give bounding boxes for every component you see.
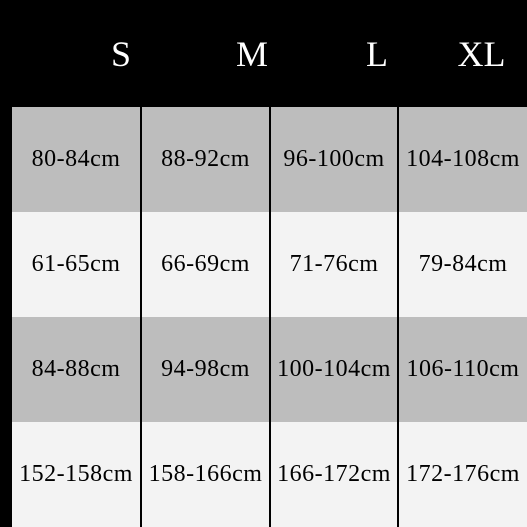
table-row: 80-84cm 88-92cm 96-100cm 104-108cm [0,107,527,212]
table-row: 61-65cm 66-69cm 71-76cm 79-84cm [0,212,527,317]
table-cell: 104-108cm [399,107,527,212]
table-cell: 61-65cm [12,212,142,317]
table-cell: 94-98cm [142,317,271,422]
col-header-s: S [56,33,186,75]
table-cell: 79-84cm [399,212,527,317]
table-cell: 96-100cm [271,107,399,212]
table-cell: 166-172cm [271,422,399,527]
size-table: S M L XL 80-84cm 88-92cm 96-100cm 104-10… [0,0,527,527]
table-cell: 88-92cm [142,107,271,212]
table-cell: 80-84cm [12,107,142,212]
table-cell: 84-88cm [12,317,142,422]
col-header-m: M [186,33,318,75]
row-stub [0,317,12,422]
table-cell: 106-110cm [399,317,527,422]
col-header-xl: XL [436,33,527,75]
table-cell: 66-69cm [142,212,271,317]
col-header-l: L [318,33,436,75]
row-stub [0,107,12,212]
row-stub [0,212,12,317]
table-row: 152-158cm 158-166cm 166-172cm 172-176cm [0,422,527,527]
table-cell: 158-166cm [142,422,271,527]
table-cell: 152-158cm [12,422,142,527]
table-cell: 172-176cm [399,422,527,527]
table-header-row: S M L XL [0,0,527,107]
table-cell: 71-76cm [271,212,399,317]
row-stub [0,422,12,527]
table-row: 84-88cm 94-98cm 100-104cm 106-110cm [0,317,527,422]
table-cell: 100-104cm [271,317,399,422]
